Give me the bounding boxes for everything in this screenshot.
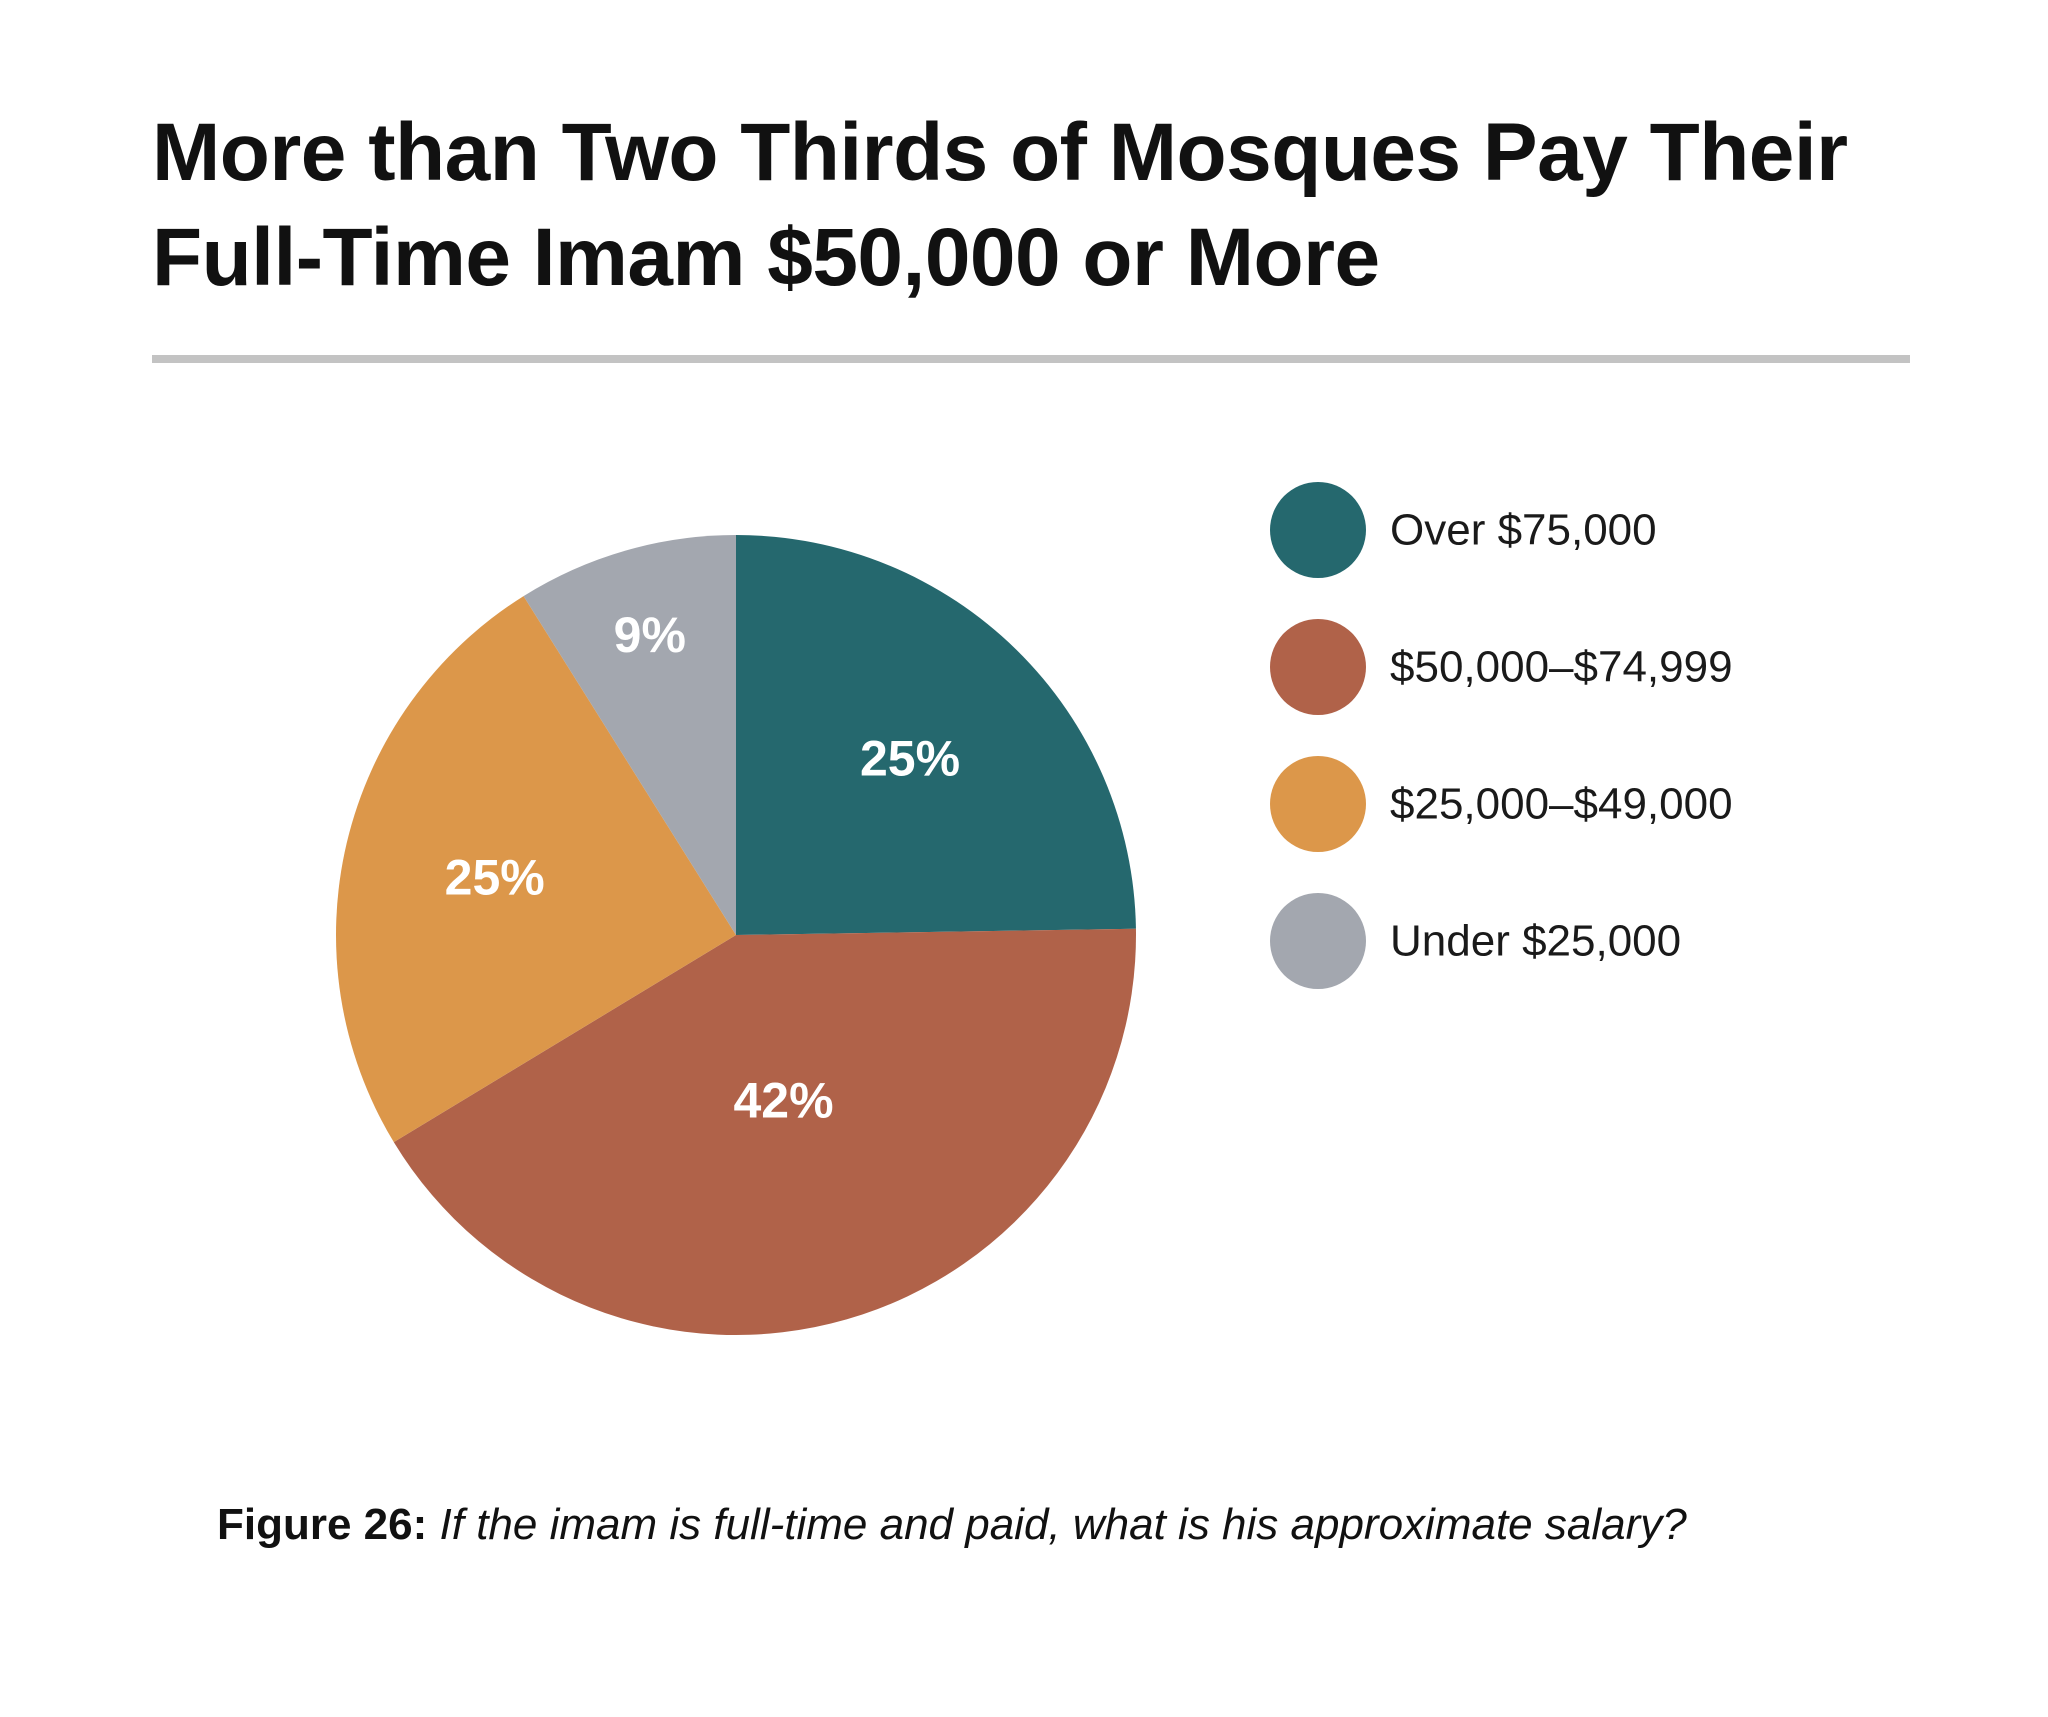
legend-label: $25,000–$49,000	[1390, 780, 1733, 829]
legend-swatch	[1270, 619, 1366, 715]
legend-label: $50,000–$74,999	[1390, 643, 1733, 692]
title-divider	[152, 355, 1910, 363]
legend: Over $75,000 $50,000–$74,999 $25,000–$49,0…	[1270, 482, 1733, 989]
legend-swatch	[1270, 756, 1366, 852]
slice-value-label: 9%	[614, 607, 686, 663]
pie-slice-labels: 25% 42% 25% 9%	[445, 607, 960, 1128]
pie-slice-50-000-74-999	[393, 928, 1136, 1336]
pie-slice-under-25-000	[523, 535, 736, 935]
legend-label: Over $75,000	[1390, 506, 1657, 555]
pie-slice-over-75-000	[736, 535, 1136, 935]
figure-label: Figure 26:	[217, 1500, 428, 1549]
chart-title-line-2: Full-Time Imam $50,000 or More	[152, 212, 1380, 303]
slice-value-label: 42%	[733, 1072, 833, 1128]
legend-swatch	[1270, 482, 1366, 578]
pie-slice-25-000-49-000	[335, 596, 736, 1143]
figure-question: If the imam is full-time and paid, what …	[439, 1500, 1687, 1549]
figure-caption: Figure 26: If the imam is full-time and …	[217, 1498, 1817, 1552]
legend-label: Under $25,000	[1390, 917, 1681, 966]
legend-swatch	[1270, 893, 1366, 989]
pie-slices	[335, 535, 1136, 1336]
slice-value-label: 25%	[860, 730, 960, 786]
chart-title: More than Two Thirds of Mosques Pay Thei…	[152, 100, 1912, 310]
chart-title-line-1: More than Two Thirds of Mosques Pay Thei…	[152, 107, 1848, 198]
slice-value-label: 25%	[445, 850, 545, 906]
